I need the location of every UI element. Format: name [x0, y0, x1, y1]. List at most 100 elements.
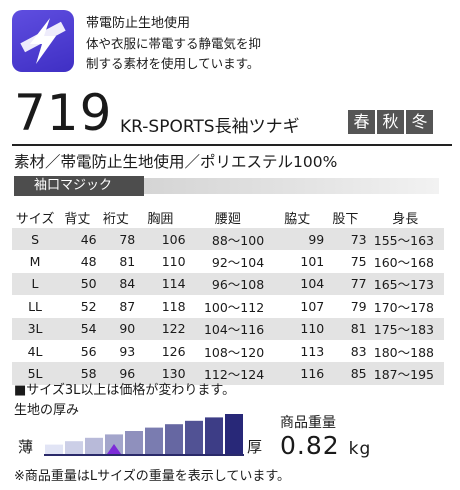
- table-cell: 83: [350, 343, 367, 359]
- feature-desc-line: 制する素材を使用しています。: [86, 56, 260, 71]
- column-header: サイズ: [15, 211, 55, 227]
- table-cell: 165～173: [366, 272, 444, 296]
- table-cell: 56: [80, 343, 97, 359]
- column-header: 脇丈: [284, 211, 311, 227]
- table-row: 5L 58 96 130 112～124 116 85 187～195: [12, 362, 444, 385]
- size-table: サイズ 背丈 裄丈 胸囲 腰廻 脇丈 股下 身長 S 46 78 106 88～100 9…: [12, 206, 444, 385]
- table-cell: 110: [161, 254, 186, 270]
- divider: [12, 144, 452, 146]
- table-cell: 110: [270, 317, 325, 340]
- thickness-label: 生地の厚み: [14, 403, 80, 418]
- table-cell: 126: [161, 343, 186, 359]
- table-cell: 85: [324, 362, 367, 385]
- table-row: M 48 81 110 92～104 101 75 160～168: [12, 250, 444, 272]
- gauge-bar: [125, 431, 143, 454]
- feature-title: 帯電防止生地使用: [86, 16, 191, 31]
- size-cell: 3L: [12, 317, 59, 340]
- size-table-header: サイズ 背丈 裄丈 胸囲 腰廻 脇丈 股下 身長: [12, 206, 444, 228]
- table-cell: 46: [58, 228, 97, 251]
- gauge-bar: [145, 427, 163, 454]
- table-cell: 100～112: [203, 299, 265, 315]
- table-cell: 48: [80, 254, 97, 270]
- thin-label: 薄: [18, 438, 34, 456]
- size-cell: 5L: [12, 362, 59, 385]
- table-cell: 52: [80, 298, 97, 314]
- material-info: 素材／帯電防止生地使用／ポリエステル100%: [14, 153, 338, 171]
- size-cell: LL: [28, 298, 42, 314]
- table-cell: 104～116: [185, 317, 271, 340]
- table-cell: 175～183: [366, 317, 444, 340]
- column-header: 裄丈: [102, 211, 129, 227]
- table-cell: 106: [135, 228, 186, 251]
- table-cell: 81: [324, 317, 367, 340]
- table-cell: 78: [96, 228, 136, 251]
- weight-value: 0.82 kg: [280, 431, 371, 460]
- size-cell: M: [29, 254, 41, 270]
- gauge-bar: [205, 417, 223, 454]
- table-cell: 118: [161, 298, 186, 314]
- season-tags: 春 秋 冬: [348, 110, 433, 134]
- season-tag: 春: [348, 110, 375, 134]
- table-cell: 81: [119, 254, 136, 270]
- table-cell: 90: [96, 317, 136, 340]
- table-cell: 75: [350, 254, 367, 270]
- table-row: LL 52 87 118 100～112 107 79 170～178: [12, 295, 444, 317]
- price-note: ■サイズ3L以上は価格が変わります。: [14, 383, 236, 398]
- table-cell: 99: [270, 228, 325, 251]
- gauge-bar: [165, 424, 183, 454]
- thick-label: 厚: [247, 438, 263, 456]
- column-header: 身長: [392, 211, 419, 227]
- table-cell: 104: [270, 272, 325, 296]
- table-cell: 170～178: [373, 299, 434, 315]
- table-row: 3L 54 90 122 104～116 110 81 175～183: [12, 317, 444, 340]
- table-cell: 130: [135, 362, 186, 385]
- thickness-gauge: [45, 414, 243, 454]
- table-row: S 46 78 106 88～100 99 73 155～163: [12, 228, 444, 251]
- gauge-bar: [85, 437, 103, 454]
- weight-label: 商品重量: [280, 415, 336, 431]
- table-row: L 50 84 114 96～108 104 77 165～173: [12, 272, 444, 296]
- table-cell: 84: [96, 272, 136, 296]
- table-row: 4L 56 93 126 108～120 113 83 180～188: [12, 340, 444, 362]
- table-cell: 155～163: [366, 228, 444, 251]
- table-cell: 79: [350, 298, 367, 314]
- table-cell: 87: [119, 298, 136, 314]
- table-cell: 96: [96, 362, 136, 385]
- table-cell: 50: [58, 272, 97, 296]
- model-name: KR-SPORTS長袖ツナギ: [120, 117, 300, 137]
- table-cell: 160～168: [373, 255, 434, 271]
- table-cell: 92～104: [211, 255, 265, 271]
- weight-unit: kg: [348, 439, 372, 459]
- weight-number: 0.82: [280, 431, 340, 460]
- gauge-bar: [185, 420, 203, 454]
- size-cell: 4L: [27, 343, 43, 359]
- table-cell: 108～120: [203, 344, 265, 360]
- table-cell: 187～195: [366, 362, 444, 385]
- cuff-feature-badge: 袖口マジック: [14, 176, 144, 196]
- gauge-bar: [45, 444, 63, 454]
- table-cell: 96～108: [185, 272, 271, 296]
- size-cell: L: [12, 272, 59, 296]
- feature-desc-line: 体や衣服に帯電する静電気を抑: [86, 36, 262, 51]
- table-cell: 114: [135, 272, 186, 296]
- model-number: 719: [14, 84, 113, 142]
- table-cell: 112～124: [185, 362, 271, 385]
- lightning-bolt-icon: [20, 18, 66, 64]
- table-cell: 93: [119, 343, 136, 359]
- table-cell: 54: [58, 317, 97, 340]
- gauge-bar: [65, 441, 83, 454]
- table-cell: 180～188: [373, 344, 434, 360]
- table-cell: 107: [300, 298, 325, 314]
- table-cell: 58: [58, 362, 97, 385]
- table-cell: 73: [324, 228, 367, 251]
- column-header: 胸囲: [147, 211, 174, 227]
- table-cell: 77: [324, 272, 367, 296]
- table-cell: 101: [300, 254, 325, 270]
- column-header: 股下: [332, 211, 359, 227]
- table-cell: 116: [270, 362, 325, 385]
- gauge-baseline: [44, 454, 244, 456]
- column-header: 腰廻: [214, 211, 241, 227]
- table-cell: 113: [300, 343, 325, 359]
- table-cell: 88～100: [185, 228, 271, 251]
- season-tag: 冬: [406, 110, 433, 134]
